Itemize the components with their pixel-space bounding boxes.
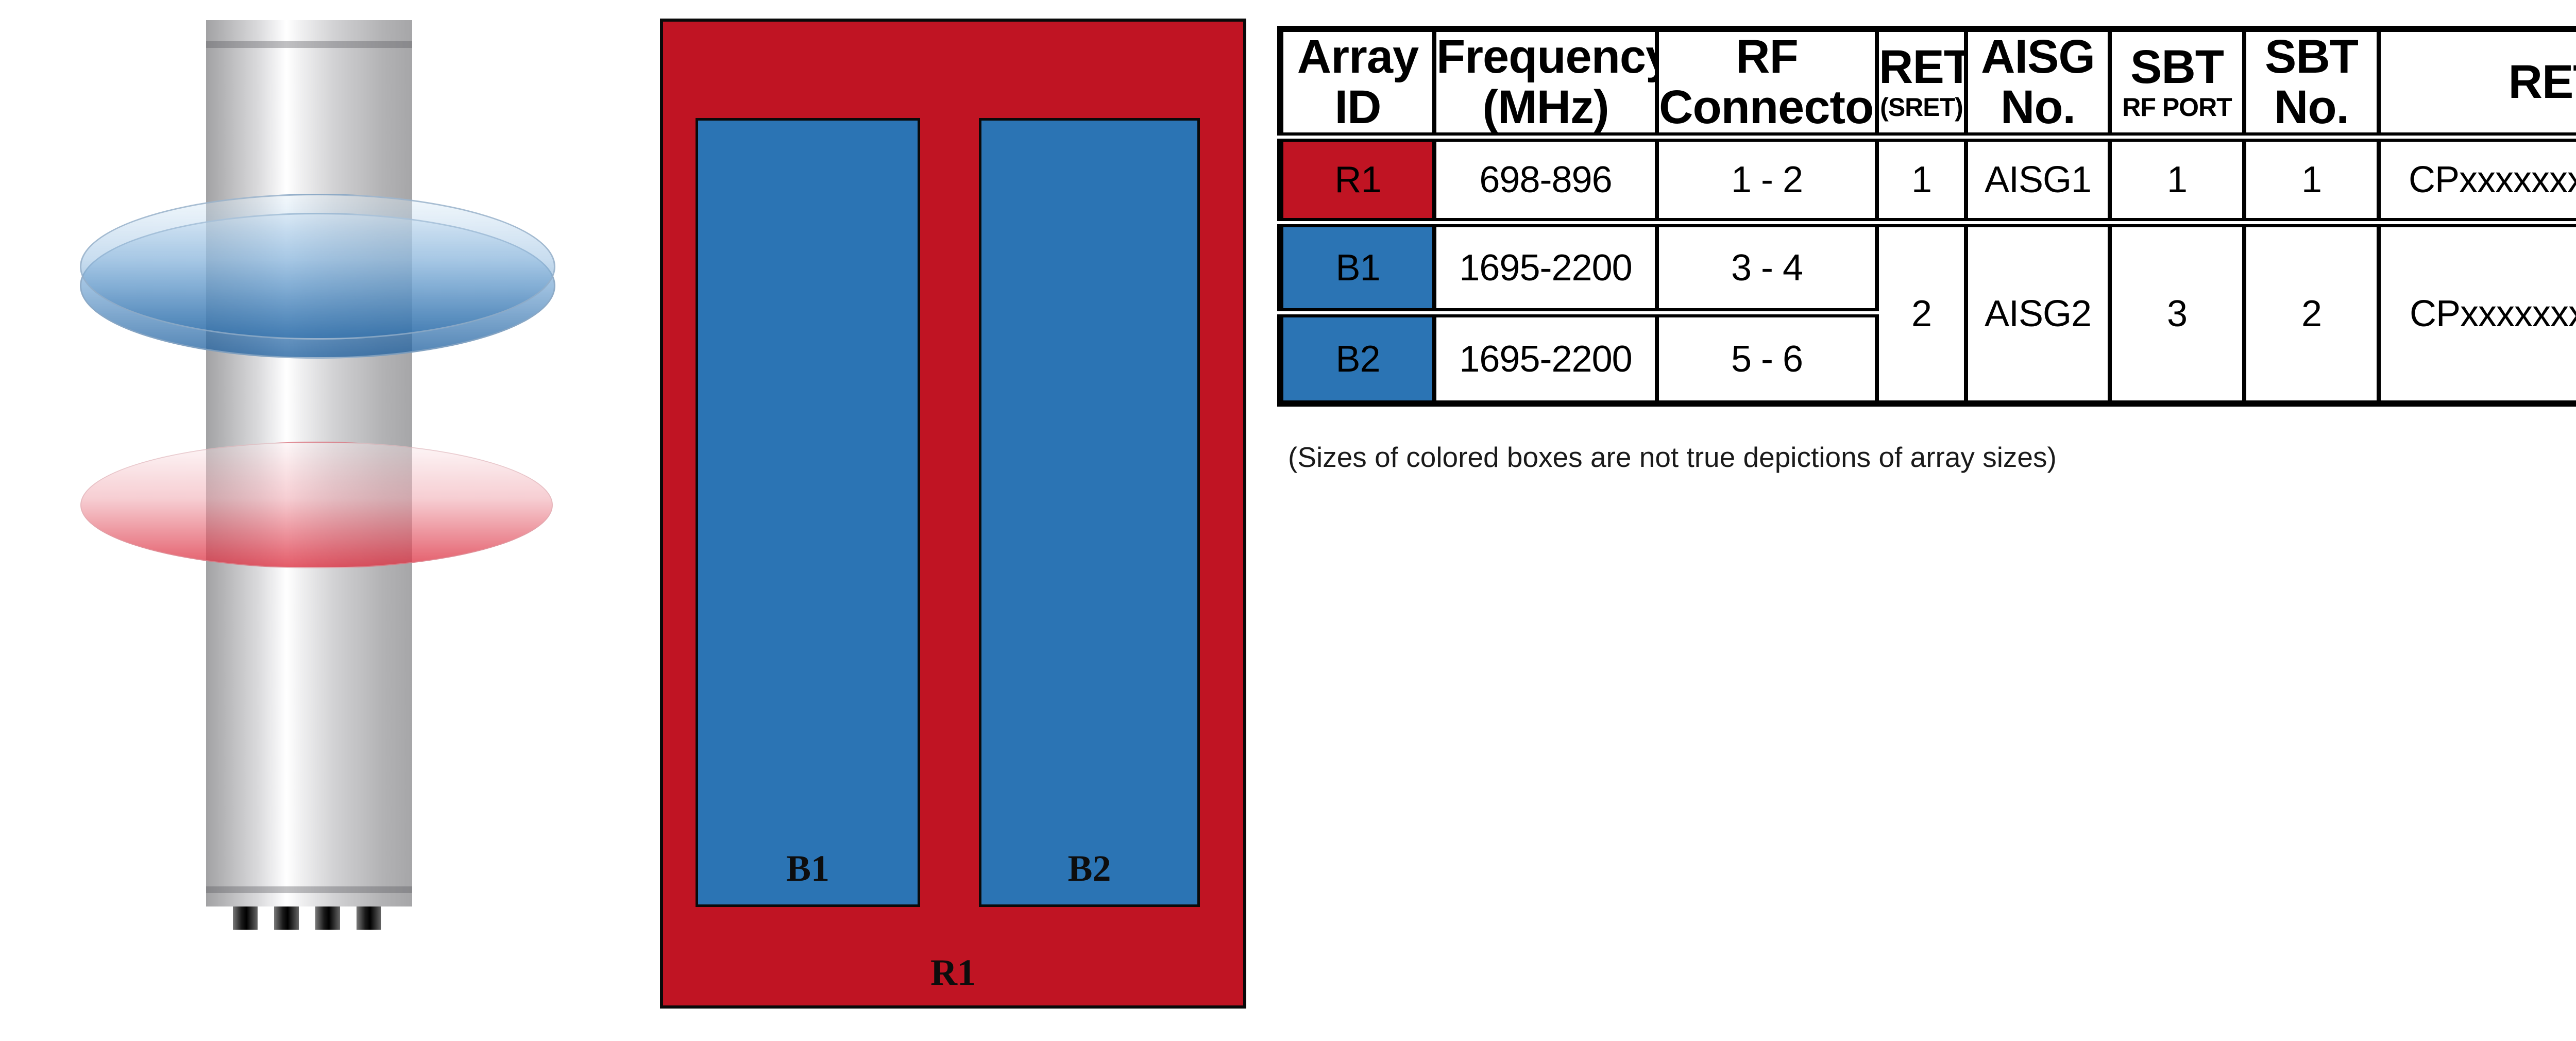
antenna-bottom-rim bbox=[206, 886, 412, 893]
size-disclaimer-note: (Sizes of colored boxes are not true dep… bbox=[1288, 441, 2057, 473]
array-box-b1: B1 bbox=[696, 118, 920, 907]
cell-r1-aisg: AISG1 bbox=[1964, 135, 2112, 228]
cell-b-ret-uid: CPxxxxxxxxxxxxxxxxB1 bbox=[2377, 221, 2576, 406]
cell-b1-rf-connector: 3 - 4 bbox=[1655, 221, 1879, 318]
cell-b-sbt-port: 3 bbox=[2108, 221, 2246, 406]
header-aisg-no: AISG No. bbox=[1964, 26, 2112, 142]
cell-r1-ret-uid: CPxxxxxxxxxxxxxxxxR1 bbox=[2377, 135, 2576, 228]
cell-r1-ret: 1 bbox=[1875, 135, 1968, 228]
array-layout-panel: B1 B2 R1 bbox=[660, 19, 1246, 1009]
header-ret-sret: RET (SRET) bbox=[1875, 26, 1968, 142]
array-box-b1-label: B1 bbox=[786, 848, 830, 889]
cell-r1-frequency: 698-896 bbox=[1432, 135, 1659, 228]
antenna-connector-stub bbox=[274, 906, 299, 930]
array-box-b2: B2 bbox=[979, 118, 1200, 907]
red-beam-ellipse bbox=[80, 442, 553, 568]
cell-b1-frequency: 1695-2200 bbox=[1432, 221, 1659, 318]
cell-r1-id: R1 bbox=[1278, 135, 1436, 228]
cell-b2-rf-connector: 5 - 6 bbox=[1655, 311, 1879, 406]
header-sbt-no: SBT No. bbox=[2242, 26, 2381, 142]
antenna-connector-stub bbox=[233, 906, 258, 930]
cell-b-aisg: AISG2 bbox=[1964, 221, 2112, 406]
blue-beam-ellipse-upper bbox=[80, 194, 555, 340]
table-header-row: Array ID Frequency (MHz) RF Connector RE… bbox=[1278, 26, 2576, 142]
table-row-r1: R1 698-896 1 - 2 1 AISG1 1 1 CPxxxxxxxxx… bbox=[1278, 135, 2576, 228]
cell-r1-sbt-no: 1 bbox=[2242, 135, 2381, 228]
header-rf-connector: RF Connector bbox=[1655, 26, 1879, 142]
cell-r1-sbt-port: 1 bbox=[2108, 135, 2246, 228]
table-row-b1: B1 1695-2200 3 - 4 2 AISG2 3 2 CPxxxxxxx… bbox=[1278, 221, 2576, 406]
cell-r1-rf-connector: 1 - 2 bbox=[1655, 135, 1879, 228]
antenna-top-rim bbox=[206, 41, 412, 48]
antenna-connector-stub bbox=[357, 906, 381, 930]
header-frequency: Frequency (MHz) bbox=[1432, 26, 1659, 142]
header-ret-uid: RET UID bbox=[2377, 26, 2576, 142]
cell-b1-id: B1 bbox=[1278, 221, 1436, 318]
array-panel-r1-label: R1 bbox=[930, 952, 976, 993]
cell-b2-frequency: 1695-2200 bbox=[1432, 311, 1659, 406]
cell-b2-id: B2 bbox=[1278, 311, 1436, 406]
header-array-id: Array ID bbox=[1278, 26, 1436, 142]
cell-b-sbt-no: 2 bbox=[2242, 221, 2381, 406]
table-row-b2: B2 1695-2200 5 - 6 bbox=[1278, 311, 2576, 406]
array-spec-table: Array ID Frequency (MHz) RF Connector RE… bbox=[1277, 26, 2576, 407]
cell-b-ret: 2 bbox=[1875, 221, 1968, 406]
array-box-b2-label: B2 bbox=[1067, 848, 1111, 889]
header-sbt-rf-port: SBT RF PORT bbox=[2108, 26, 2246, 142]
antenna-illustration bbox=[0, 0, 644, 1041]
antenna-connector-stub bbox=[315, 906, 340, 930]
